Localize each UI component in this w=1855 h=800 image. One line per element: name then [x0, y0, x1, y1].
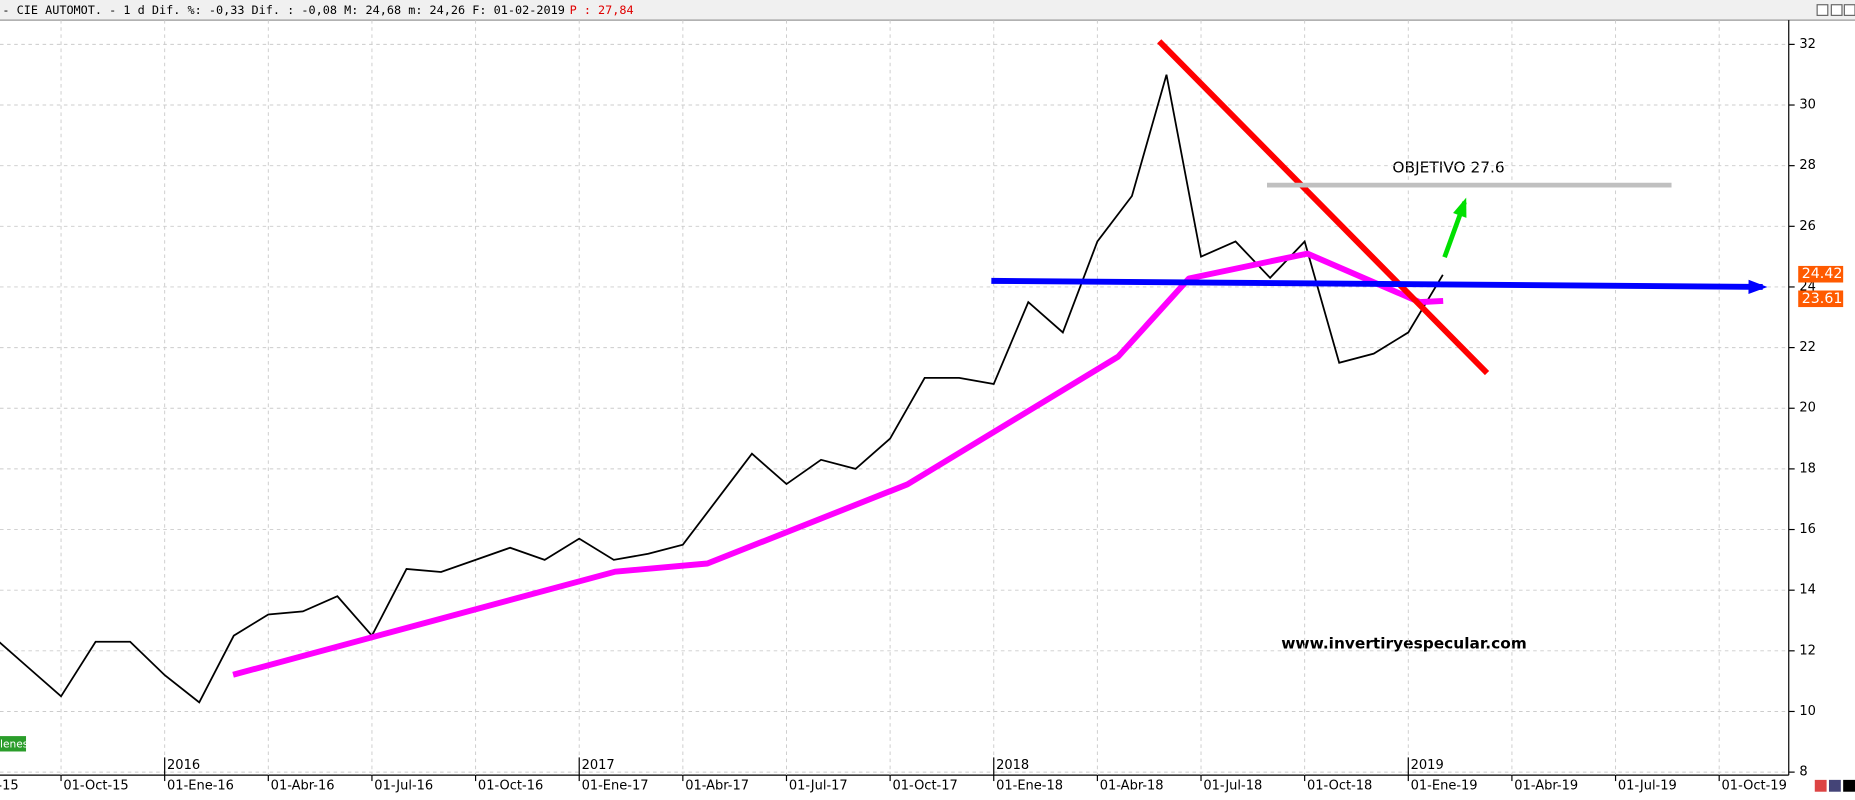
x-tick-label: 01-Abr-18: [1100, 778, 1164, 793]
x-tick-label: 01-Ene-18: [996, 778, 1063, 793]
x-tick-label: 01-Jul-19: [1618, 778, 1677, 793]
price-label: 23.61: [1802, 291, 1843, 307]
x-tick-label: 01-Ene-16: [167, 778, 234, 793]
x-tick-label: 01-Jul-18: [1203, 778, 1262, 793]
price-label: 24.42: [1802, 266, 1843, 282]
x-tick-label: 01-Jul-15: [0, 778, 19, 793]
year-label: 2017: [582, 758, 615, 773]
minimize-button[interactable]: [1816, 4, 1829, 16]
toolbar-icons[interactable]: [1814, 779, 1855, 792]
year-label: 2016: [167, 758, 200, 773]
last-price: P : 27,84: [570, 3, 634, 17]
price-line: [0, 74, 1444, 704]
chart-title: - CIE AUTOMOT. - 1 d Dif. %: -0,33 Dif. …: [2, 3, 564, 17]
close-button[interactable]: [1843, 4, 1855, 16]
trend-line: [1157, 39, 1490, 376]
y-tick-label: 20: [1799, 401, 1816, 416]
header-bar: [0, 0, 1855, 21]
tool-icon[interactable]: [1814, 779, 1827, 792]
year-label: 2018: [996, 758, 1029, 773]
x-tick-label: 01-Abr-17: [685, 778, 749, 793]
legend-text: lenes: [0, 737, 29, 750]
x-tick-label: 01-Abr-19: [1514, 778, 1578, 793]
trend-line: [991, 277, 1763, 290]
plot-area: [0, 20, 1789, 776]
x-tick-label: 01-Abr-16: [271, 778, 335, 793]
y-tick-label: 28: [1799, 158, 1816, 173]
tool-icon[interactable]: [1843, 779, 1855, 792]
target-annotation: OBJETIVO 27.6: [1392, 159, 1504, 177]
arrow-head: [1748, 279, 1768, 294]
window-buttons[interactable]: [1816, 4, 1855, 16]
x-tick-label: 01-Jul-16: [374, 778, 433, 793]
y-tick-label: 8: [1799, 765, 1807, 780]
y-tick-label: 26: [1799, 219, 1816, 234]
x-tick-label: 01-Oct-19: [1722, 778, 1787, 793]
x-tick-label: 01-Oct-18: [1307, 778, 1372, 793]
legend-box: [0, 736, 27, 752]
y-tick-label: 12: [1799, 643, 1816, 658]
arrow-head: [1453, 197, 1467, 218]
x-tick-label: 01-Oct-16: [478, 778, 543, 793]
x-tick-label: 01-Ene-19: [1411, 778, 1478, 793]
y-tick-label: 14: [1799, 583, 1816, 598]
x-tick-label: 01-Ene-17: [582, 778, 649, 793]
y-tick-label: 32: [1799, 37, 1816, 52]
price-label-box: [1798, 265, 1844, 283]
y-tick-label: 30: [1799, 98, 1816, 113]
maximize-button[interactable]: [1830, 4, 1843, 16]
x-tick-label: 01-Jul-17: [789, 778, 848, 793]
watermark: www.invertiryespecular.com: [1281, 634, 1527, 652]
year-label: 2019: [1411, 758, 1444, 773]
y-tick-label: 16: [1799, 522, 1816, 537]
y-tick-label: 22: [1799, 340, 1816, 355]
save-icon[interactable]: [1828, 779, 1841, 792]
x-tick-label: 01-Oct-15: [63, 778, 128, 793]
price-label-box: [1798, 290, 1844, 308]
y-tick-label: 18: [1799, 461, 1816, 476]
y-tick-label: 10: [1799, 704, 1816, 719]
x-tick-label: 01-Oct-17: [892, 778, 957, 793]
